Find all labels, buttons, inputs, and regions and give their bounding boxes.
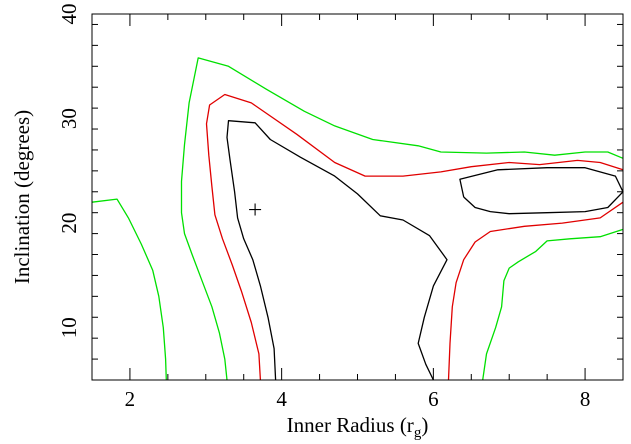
x-tick-label: 4 — [276, 387, 287, 411]
axis-ticks — [91, 14, 624, 381]
contour-line-1-0 — [205, 93, 624, 381]
best-fit-marker-layer — [249, 203, 262, 216]
tick-labels: 2 4 6 8 10 20 30 40 — [57, 4, 590, 412]
contour-line-0-0 — [91, 198, 167, 381]
contour-line-2-0 — [226, 120, 448, 381]
contour-line-0-2 — [482, 228, 624, 381]
contour-line-1-1 — [447, 201, 624, 381]
x-tick-label: 2 — [125, 387, 136, 411]
x-axis-label-main: Inner Radius (r — [287, 413, 414, 437]
x-axis-label: Inner Radius (rg) — [287, 413, 429, 441]
contour-line-0-1 — [180, 57, 624, 381]
x-tick-label: 8 — [580, 387, 591, 411]
x-axis-label-close: ) — [421, 413, 428, 437]
contour-line-2-1 — [459, 167, 624, 215]
contour-layer — [91, 57, 624, 381]
y-tick-label: 10 — [57, 317, 81, 338]
x-tick-label: 6 — [428, 387, 439, 411]
y-tick-label: 40 — [57, 4, 81, 25]
x-axis-label-subscript: g — [414, 425, 422, 441]
y-tick-label: 30 — [57, 108, 81, 129]
best-fit-marker — [249, 203, 262, 216]
y-axis-label: Inclination (degrees) — [10, 110, 34, 284]
y-tick-label: 20 — [57, 213, 81, 234]
